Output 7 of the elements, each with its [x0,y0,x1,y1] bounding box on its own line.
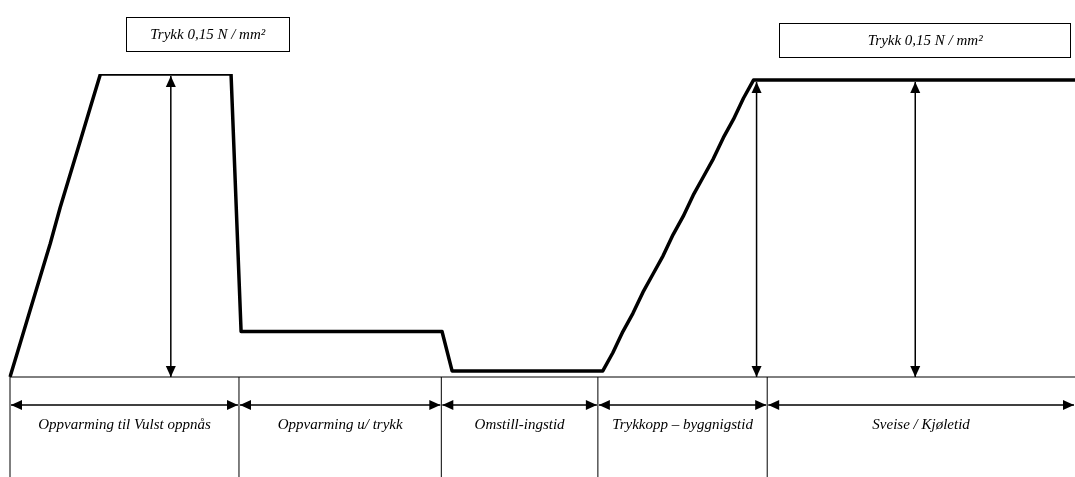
text: Trykk 0,15 N / mm² [779,23,1072,59]
text: Oppvarming u/ trykk [276,415,404,433]
text: Trykk 0,15 N / mm² [125,17,290,52]
text: Oppvarming til Vulst oppnås [37,415,212,433]
text: Trykkopp – byggnigstid [611,415,754,433]
text: Sveise / Kjøletid [871,415,971,433]
text: Omstill-ingstid [473,415,566,433]
